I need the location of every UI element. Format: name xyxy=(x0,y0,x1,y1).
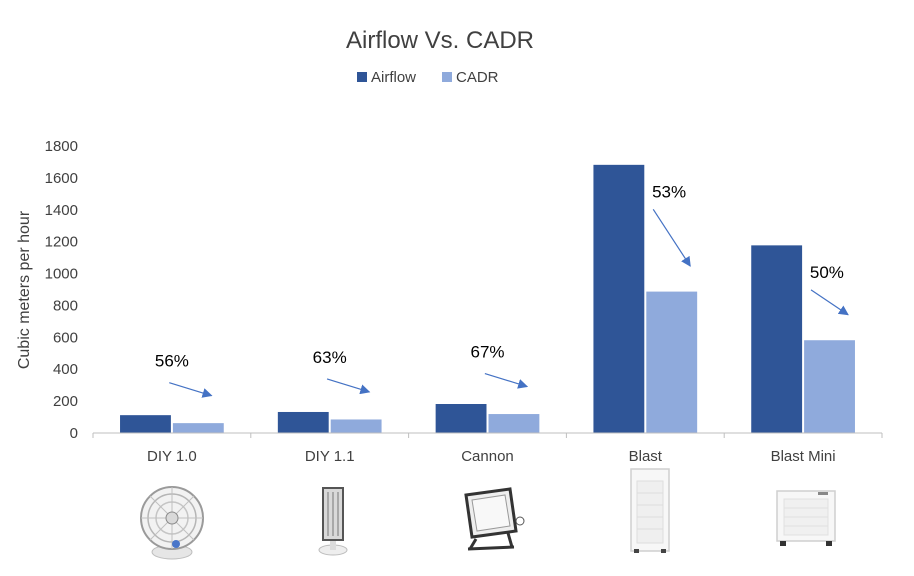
arrow-annotation xyxy=(810,289,849,316)
percentage-label: 63% xyxy=(313,348,347,367)
legend-swatch-airflow xyxy=(357,72,367,82)
x-category-label: Blast xyxy=(629,448,663,465)
arrow-annotation xyxy=(652,209,691,267)
bar-cadr-diy-1-0 xyxy=(171,422,225,434)
y-tick-label: 1000 xyxy=(45,266,78,283)
bar-cadr-cannon xyxy=(487,413,541,434)
y-tick-label: 1600 xyxy=(45,170,78,187)
percentage-label: 56% xyxy=(155,352,189,371)
tower-purifier-icon xyxy=(630,468,670,553)
compact-purifier-icon xyxy=(776,490,836,546)
y-tick-label: 200 xyxy=(53,393,78,410)
y-tick-label: 1200 xyxy=(45,234,78,251)
x-category-label: DIY 1.0 xyxy=(147,448,197,465)
y-tick-label: 400 xyxy=(53,361,78,378)
arrow-annotation xyxy=(484,372,529,389)
desk-fan-icon xyxy=(140,486,204,560)
arrow-annotation xyxy=(169,382,213,398)
percentage-label: 53% xyxy=(652,182,686,201)
legend-swatch-cadr xyxy=(442,72,452,82)
bars xyxy=(119,163,856,434)
x-axis-labels: DIY 1.0 DIY 1.1 Cannon Blast Blast Mini xyxy=(92,433,883,465)
y-tick-label: 1800 xyxy=(45,138,78,155)
legend: Airflow CADR xyxy=(357,69,499,86)
percentage-label: 50% xyxy=(810,263,844,282)
percentage-label: 67% xyxy=(470,343,504,362)
bar-airflow-diy-1-0 xyxy=(119,414,172,434)
percentage-annotations: 56% 63% 67% 53% 50% xyxy=(155,182,849,398)
y-tick-label: 600 xyxy=(53,329,78,346)
arrow-annotation xyxy=(326,378,371,395)
legend-label-cadr: CADR xyxy=(456,69,499,86)
chart-title: Airflow Vs. CADR xyxy=(346,27,534,54)
x-category-label: DIY 1.1 xyxy=(305,448,355,465)
bar-airflow-cannon xyxy=(434,403,488,434)
bar-cadr-diy-1-1 xyxy=(329,418,383,434)
y-axis-ticks: 0 200 400 600 800 1000 1200 1400 1600 1800 xyxy=(45,138,78,442)
bar-cadr-blast xyxy=(645,290,699,434)
bar-cadr-blast-mini xyxy=(803,339,856,434)
box-fan-icon xyxy=(318,487,348,556)
y-tick-label: 0 xyxy=(70,425,78,442)
y-tick-label: 1400 xyxy=(45,202,78,219)
y-axis-label: Cubic meters per hour xyxy=(16,210,33,369)
legend-label-airflow: Airflow xyxy=(371,69,416,86)
bar-airflow-diy-1-1 xyxy=(276,410,330,434)
bar-airflow-blast xyxy=(592,163,646,434)
panel-fan-icon xyxy=(464,487,525,551)
y-tick-label: 800 xyxy=(53,297,78,314)
x-category-label: Cannon xyxy=(461,448,514,465)
x-category-label: Blast Mini xyxy=(771,448,836,465)
bar-airflow-blast-mini xyxy=(750,244,804,434)
